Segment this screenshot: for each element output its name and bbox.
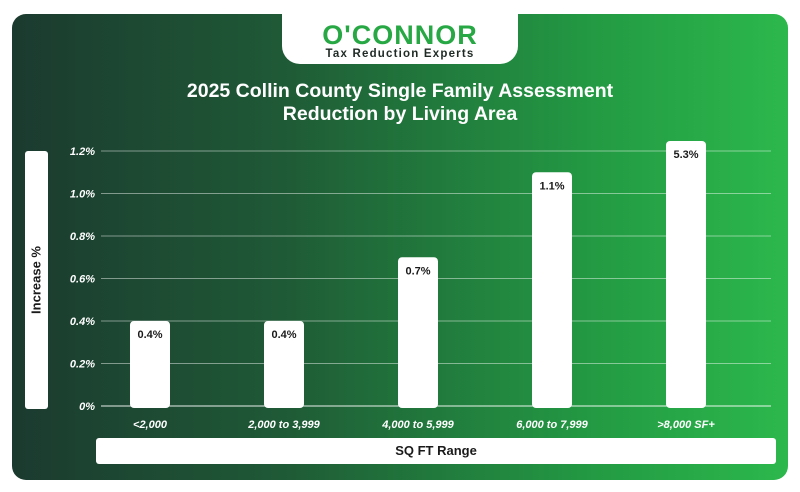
chart-title-line-2: Reduction by Living Area: [282, 103, 518, 125]
y-tick-label: 0.8%: [70, 231, 95, 243]
chart-title-line-1: 2025 Collin County Single Family Assessm…: [186, 80, 614, 102]
y-tick-label: 1.0%: [70, 189, 95, 201]
x-axis-label-box: [96, 438, 776, 464]
brand-tagline: Tax Reduction Experts: [325, 48, 475, 60]
bar-data-label: 0.7%: [405, 265, 430, 277]
bar: [666, 141, 706, 408]
y-tick-label: 0.4%: [70, 316, 95, 328]
y-tick-label: 1.2%: [70, 146, 95, 158]
bar-data-label: 1.1%: [539, 180, 564, 192]
bar: [398, 257, 438, 408]
bar: [532, 172, 572, 408]
y-tick-label: 0.6%: [70, 274, 95, 286]
x-tick-label: >8,000 SF+: [657, 419, 715, 431]
y-tick-label: 0%: [79, 401, 95, 413]
y-axis-label-box: [25, 151, 48, 409]
bar-data-label: 5.3%: [673, 149, 698, 161]
bar: [130, 321, 170, 408]
bar-data-label: 0.4%: [271, 329, 296, 341]
logo-badge: O'CONNOR Tax Reduction Experts: [282, 14, 518, 64]
x-tick-label: 2,000 to 3,999: [247, 419, 320, 431]
chart-title: 2025 Collin County Single Family Assessm…: [100, 80, 700, 126]
x-axis-label: SQ FT Range: [395, 443, 477, 458]
x-tick-label: 4,000 to 5,999: [381, 419, 454, 431]
x-tick-label: 6,000 to 7,999: [516, 419, 588, 431]
brand-logo: O'CONNOR: [322, 20, 478, 50]
y-tick-label: 0.2%: [70, 359, 95, 371]
bar: [264, 321, 304, 408]
x-tick-label: <2,000: [133, 419, 168, 431]
bar-data-label: 0.4%: [137, 329, 162, 341]
